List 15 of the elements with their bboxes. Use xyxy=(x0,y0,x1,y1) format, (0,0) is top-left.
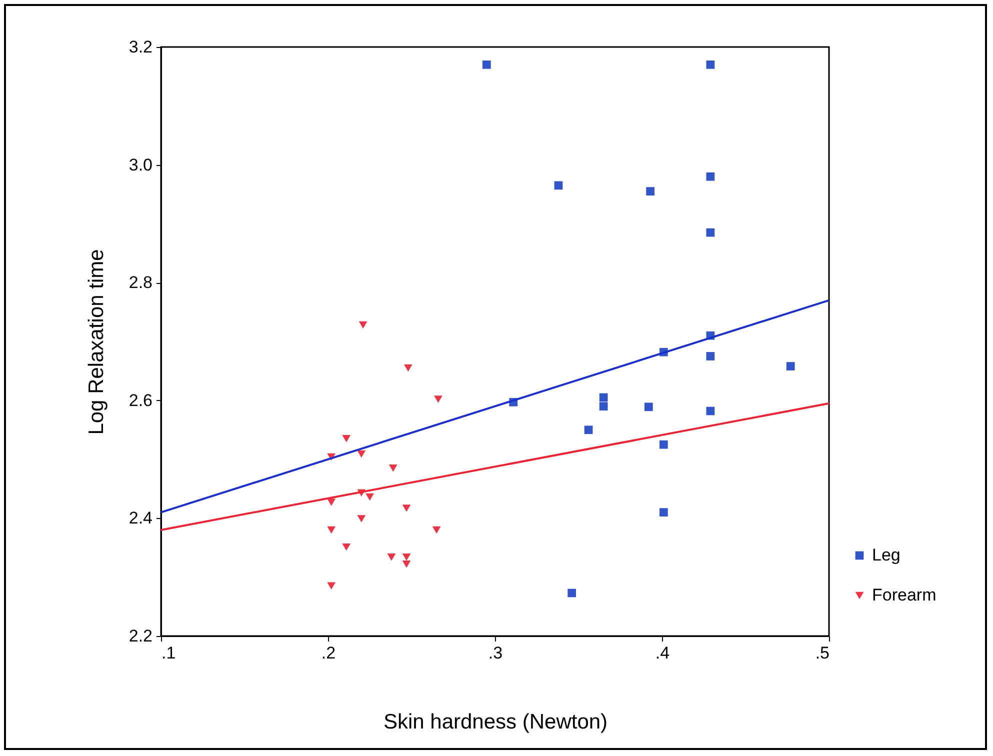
y-tick-label: 2.4 xyxy=(128,508,152,528)
x-tick-label: .3 xyxy=(488,644,503,662)
x-tick-label: .1 xyxy=(162,644,176,662)
y-tick-label: 2.8 xyxy=(128,273,152,292)
legend-label: Forearm xyxy=(872,586,936,604)
y-tick-label: 3.0 xyxy=(128,155,152,174)
x-axis-title: Skin hardness (Newton) xyxy=(383,710,608,734)
x-tick-label: .5 xyxy=(815,644,830,662)
y-axis-title: Log Relaxation time xyxy=(84,249,108,435)
y-tick-label: 2.2 xyxy=(128,626,152,646)
y-tick-label: 2.6 xyxy=(128,390,152,410)
x-tick-label: .2 xyxy=(321,644,336,662)
y-tick-label: 3.2 xyxy=(128,38,152,56)
x-tick-label: .4 xyxy=(655,644,670,662)
legend-label: Leg xyxy=(872,546,900,564)
